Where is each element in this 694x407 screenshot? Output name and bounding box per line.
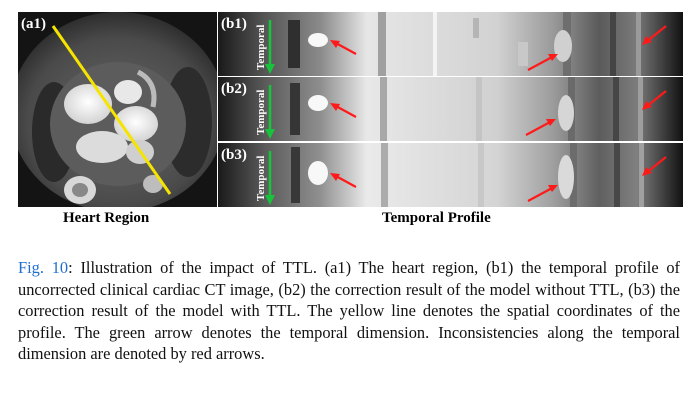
temporal-arrowhead [265, 195, 275, 205]
inconsistency-arrow [645, 90, 667, 108]
inconsistency-arrow [645, 25, 667, 43]
inconsistency-arrowhead [642, 36, 652, 45]
profile-strip-b1: (b1) Temporal [218, 12, 683, 76]
profile-line [51, 25, 172, 195]
temporal-arrowhead [265, 129, 275, 139]
inconsistency-arrowhead [330, 40, 340, 48]
panel-label-a1: (a1) [21, 16, 46, 32]
panel-label-b2: (b2) [221, 81, 247, 97]
caption-text: : Illustration of the impact of TTL. (a1… [18, 258, 681, 363]
inconsistency-arrowhead [642, 101, 652, 110]
inconsistency-arrowhead [546, 119, 556, 126]
inconsistency-arrow [525, 120, 553, 136]
inconsistency-arrow [645, 156, 667, 174]
inconsistency-arrow [527, 55, 555, 71]
heart-region-image: (a1) [18, 12, 217, 207]
panel-label-b1-text: (b1) [221, 16, 247, 32]
panel-label-b3: (b3) [221, 147, 247, 163]
subcaption-heart-region: Heart Region [63, 210, 150, 226]
figure-caption: Fig. 10: Illustration of the impact of T… [18, 257, 680, 365]
subcaption-temporal-profile: Temporal Profile [382, 210, 491, 226]
ct-slice [18, 12, 217, 207]
figure-reference[interactable]: Fig. 10 [18, 258, 69, 277]
inconsistency-arrowhead [330, 173, 340, 181]
temporal-axis-label: Temporal [255, 89, 267, 135]
inconsistency-arrowhead [548, 185, 558, 192]
profile-strip-b3: (b3) Temporal [218, 143, 683, 207]
temporal-profile-panels: (b1) Temporal [218, 12, 683, 207]
inconsistency-arrowhead [330, 103, 340, 111]
temporal-arrowhead [265, 64, 275, 74]
temporal-axis-label: Temporal [255, 155, 267, 201]
inconsistency-arrowhead [548, 54, 558, 61]
temporal-axis-label: Temporal [255, 24, 267, 70]
profile-strip-b2: (b2) Temporal [218, 77, 683, 141]
inconsistency-arrowhead [642, 167, 652, 176]
inconsistency-arrow [527, 186, 555, 202]
figure: (a1) [18, 12, 683, 226]
